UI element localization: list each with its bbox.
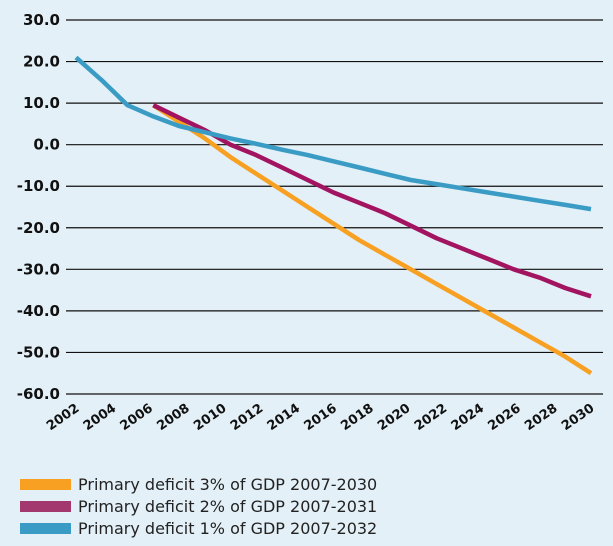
legend: Primary deficit 3% of GDP 2007-2030 Prim… xyxy=(20,473,610,539)
x-tick-label: 2026 xyxy=(485,401,523,434)
x-tick-label: 2028 xyxy=(522,401,560,434)
x-tick-label: 2020 xyxy=(375,401,413,434)
gridlines xyxy=(66,19,603,395)
y-tick-label: -60.0 xyxy=(17,385,60,403)
legend-swatch-purple xyxy=(20,500,71,512)
y-tick-label: 10.0 xyxy=(23,94,60,112)
legend-swatch-orange xyxy=(20,478,71,490)
y-tick-labels: 30.0 20.0 10.0 0.0 -10.0 -20.0 -30.0 -40.0 -50.0… xyxy=(17,11,60,403)
y-tick-label: -50.0 xyxy=(17,343,60,361)
series-lines xyxy=(74,55,593,376)
series-line-1 xyxy=(152,103,593,376)
legend-item-primary-deficit-1pct: Primary deficit 1% of GDP 2007-2032 xyxy=(20,517,610,539)
legend-item-primary-deficit-2pct: Primary deficit 2% of GDP 2007-2031 xyxy=(20,495,610,517)
line-chart: 30.0 20.0 10.0 0.0 -10.0 -20.0 -30.0 -40.0 -50.0… xyxy=(17,11,603,434)
legend-label: Primary deficit 1% of GDP 2007-2032 xyxy=(78,518,378,538)
legend-swatch-blue xyxy=(20,522,71,534)
x-tick-label: 2010 xyxy=(191,401,229,434)
x-tick-label: 2016 xyxy=(302,401,340,434)
x-tick-label: 2024 xyxy=(449,401,487,434)
y-tick-label: -10.0 xyxy=(17,177,60,195)
x-tick-label: 2030 xyxy=(559,401,597,434)
x-tick-label: 2006 xyxy=(118,401,156,434)
x-tick-label: 2014 xyxy=(265,401,303,434)
y-tick-label: 30.0 xyxy=(23,11,60,29)
x-tick-label: 2012 xyxy=(228,401,266,434)
y-tick-label: -40.0 xyxy=(17,302,60,320)
y-tick-label: -20.0 xyxy=(17,219,60,237)
legend-label: Primary deficit 2% of GDP 2007-2031 xyxy=(78,496,378,516)
x-tick-label: 2018 xyxy=(338,401,376,434)
x-tick-label: 2008 xyxy=(154,401,192,434)
y-tick-label: 20.0 xyxy=(23,53,60,71)
x-tick-labels: 2002200420062008201020122014201620182020… xyxy=(44,401,597,434)
y-tick-label: 0.0 xyxy=(33,136,60,154)
legend-label: Primary deficit 3% of GDP 2007-2030 xyxy=(78,474,378,494)
series-line-3 xyxy=(74,55,592,212)
x-tick-label: 2004 xyxy=(81,401,119,434)
series-line-2 xyxy=(152,103,592,299)
y-tick-label: -30.0 xyxy=(17,260,60,278)
x-tick-label: 2022 xyxy=(412,401,450,434)
x-tick-label: 2002 xyxy=(44,401,82,434)
legend-item-primary-deficit-3pct: Primary deficit 3% of GDP 2007-2030 xyxy=(20,473,610,495)
